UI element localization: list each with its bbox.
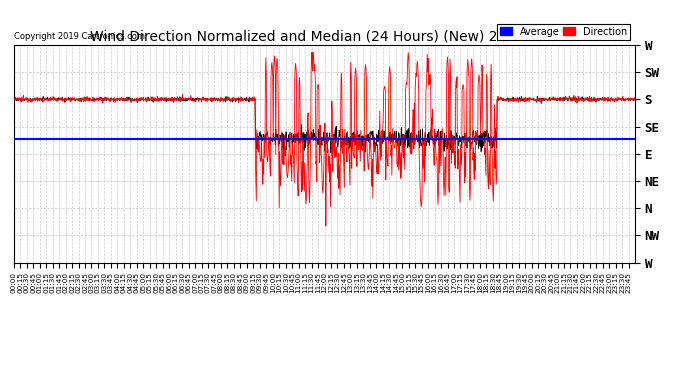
Legend: Average, Direction: Average, Direction — [497, 24, 630, 40]
Text: Copyright 2019 Cartronics.com: Copyright 2019 Cartronics.com — [14, 32, 145, 40]
Title: Wind Direction Normalized and Median (24 Hours) (New) 20190308: Wind Direction Normalized and Median (24… — [90, 30, 559, 44]
